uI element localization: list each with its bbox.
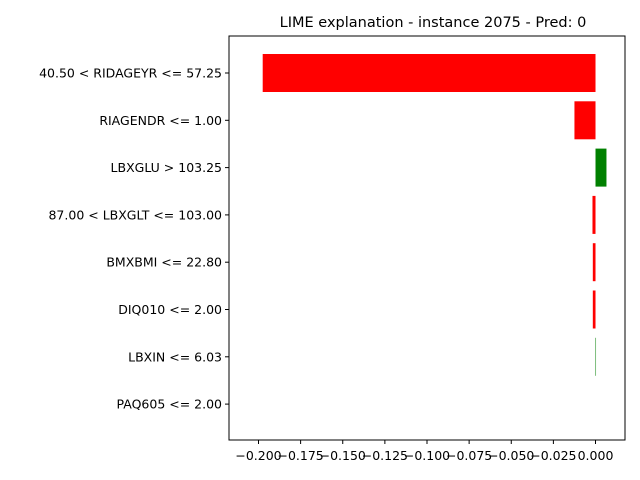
chart-title: LIME explanation - instance 2075 - Pred:… <box>280 15 587 31</box>
bar-87-00-lbxglt-103-00 <box>592 195 596 234</box>
x-ticks-group: −0.200−0.175−0.150−0.125−0.100−0.075−0.0… <box>235 440 613 463</box>
y-tick-label: LBXGLU > 103.25 <box>111 160 222 175</box>
y-tick-label: DIQ010 <= 2.00 <box>118 302 222 317</box>
y-tick-label: LBXIN <= 6.03 <box>128 349 222 364</box>
bars-group <box>262 54 607 376</box>
bar-lbxglu-103-25 <box>595 148 607 187</box>
y-ticks-group: 40.50 < RIDAGEYR <= 57.25 RIAGENDR <= 1.0… <box>39 66 229 412</box>
y-tick-label: BMXBMI <= 22.80 <box>106 255 222 270</box>
x-tick-label: −0.150 <box>320 448 366 463</box>
bar-bmxbmi-22-80 <box>592 243 596 282</box>
y-tick-label: 40.50 < RIDAGEYR <= 57.25 <box>39 66 222 81</box>
y-tick-label: PAQ605 <= 2.00 <box>117 397 223 412</box>
bar-40-50-ridageyr-57-25 <box>262 54 596 92</box>
x-tick-label: −0.200 <box>235 448 281 463</box>
y-tick-label: 87.00 < LBXGLT <= 103.00 <box>48 207 222 222</box>
plot-frame <box>228 35 626 441</box>
y-tick-label: RIAGENDR <= 1.00 <box>99 113 222 128</box>
x-tick-label: 0.000 <box>578 448 614 463</box>
x-tick-label: −0.125 <box>362 448 408 463</box>
x-tick-label: −0.075 <box>446 448 492 463</box>
x-tick-label: −0.050 <box>488 448 534 463</box>
bar-diq010-2-00 <box>592 290 596 329</box>
x-tick-label: −0.175 <box>277 448 323 463</box>
x-tick-label: −0.100 <box>404 448 450 463</box>
bar-lbxin-6-03 <box>595 337 597 376</box>
bar-riagendr-1-00 <box>574 101 596 140</box>
x-tick-label: −0.025 <box>530 448 576 463</box>
